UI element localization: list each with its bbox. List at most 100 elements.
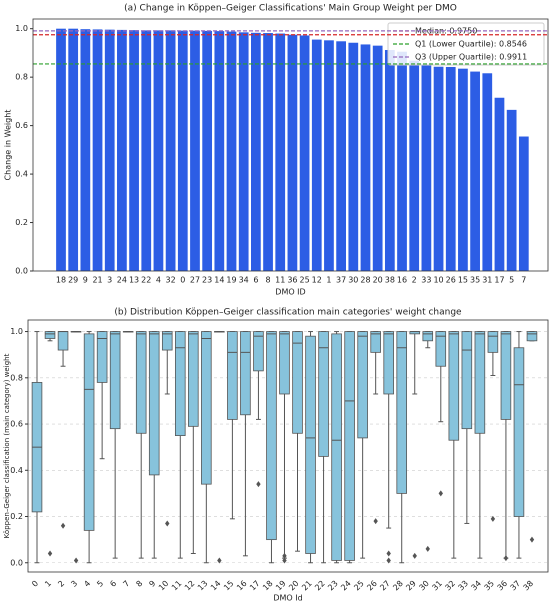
y-tick-label: 0.8 (15, 73, 28, 82)
bar (177, 30, 188, 272)
box (96, 331, 108, 383)
x-tick-label: 13 (196, 579, 210, 593)
legend-box (387, 22, 545, 66)
bar (299, 35, 310, 271)
outlier (373, 518, 378, 525)
box (240, 331, 251, 416)
x-tick-label: 22 (141, 276, 151, 285)
box (331, 333, 342, 561)
box (396, 331, 408, 494)
box (188, 331, 199, 427)
x-tick-label: 31 (482, 276, 492, 285)
x-tick-label: 30 (348, 276, 358, 285)
bar (506, 109, 517, 271)
box (422, 331, 434, 342)
x-tick-label: 6 (108, 579, 118, 589)
y-tick-label: 0.2 (10, 512, 23, 521)
bar (518, 136, 529, 271)
box (461, 331, 473, 430)
box (383, 331, 394, 395)
x-tick-label: 38 (385, 276, 395, 285)
bar (336, 41, 346, 271)
bar (470, 71, 480, 271)
plot-frame (27, 319, 549, 573)
x-tick-label: 12 (183, 579, 197, 593)
x-tick-label: 13 (129, 276, 139, 285)
bar (214, 31, 225, 271)
y-axis-label: Köppen–Geiger classification (main categ… (3, 353, 11, 538)
x-tick-label: 33 (456, 579, 470, 593)
x-tick-label: 4 (156, 276, 161, 285)
bar (421, 65, 432, 272)
x-axis-label: DMO ID (275, 288, 305, 297)
box (357, 331, 368, 439)
bar (275, 33, 286, 272)
box (526, 331, 538, 342)
x-tick-label: 8 (266, 276, 271, 285)
x-tick-label: 23 (202, 276, 212, 285)
x-tick-label: 14 (209, 579, 223, 593)
bar (129, 30, 139, 272)
bar (141, 30, 152, 272)
x-tick-label: 27 (378, 579, 392, 593)
x-tick-label: 24 (339, 579, 353, 593)
outlier (165, 520, 170, 527)
x-tick-label: 8 (134, 579, 144, 589)
box (292, 331, 303, 434)
y-tick-label: 0.8 (10, 373, 23, 382)
x-tick-label: 27 (190, 276, 200, 285)
outlier (282, 557, 287, 564)
bar (397, 51, 407, 271)
box (253, 331, 264, 372)
bar (348, 42, 359, 271)
outlier (503, 555, 509, 562)
box (487, 331, 499, 353)
outlier (386, 550, 391, 557)
x-tick-label: 7 (121, 579, 131, 589)
y-tick-label: 0.4 (15, 170, 28, 179)
bar (251, 32, 261, 271)
chart-title: (a) Change in Köppen–Geiger Classificati… (124, 4, 457, 14)
outlier (282, 552, 287, 559)
box (305, 335, 316, 554)
bar (372, 45, 383, 272)
bar (202, 30, 213, 271)
x-tick-label: 0 (180, 276, 185, 285)
x-tick-label: 16 (235, 579, 249, 593)
x-tick-label: 15 (222, 579, 236, 593)
outlier (412, 552, 417, 559)
legend-label: Q3 (Upper Quartile): 0.9911 (415, 53, 527, 62)
outlier (386, 557, 391, 564)
x-tick-label: 2 (412, 276, 417, 285)
bar (226, 31, 237, 271)
bar (117, 29, 127, 272)
legend-label: Q1 (Lower Quartile): 0.8546 (415, 40, 527, 49)
x-tick-label: 4 (82, 579, 92, 589)
x-tick-label: 2 (56, 579, 66, 589)
plot-frame (32, 18, 549, 272)
x-tick-label: 16 (397, 276, 407, 285)
x-tick-label: 11 (275, 276, 285, 285)
y-tick-label: 0.0 (10, 558, 23, 567)
x-tick-label: 19 (274, 579, 288, 593)
x-tick-label: 28 (391, 579, 405, 593)
x-tick-label: 29 (68, 276, 78, 285)
bar (190, 30, 200, 272)
x-tick-label: 32 (166, 276, 176, 285)
x-tick-label: 3 (69, 579, 79, 589)
x-tick-label: 7 (521, 276, 526, 285)
x-tick-label: 10 (157, 579, 171, 593)
x-tick-label: 35 (483, 579, 497, 593)
x-tick-label: 18 (261, 579, 275, 593)
bar (324, 40, 334, 272)
x-tick-label: 18 (56, 276, 66, 285)
box (161, 331, 173, 351)
x-tick-label: 3 (107, 276, 112, 285)
bar (384, 50, 395, 272)
bar (238, 32, 249, 272)
y-tick-label: 0.6 (15, 121, 28, 130)
x-tick-label: 5 (509, 276, 514, 285)
chart-title: (b) Distribution Köppen–Geiger classific… (114, 308, 462, 318)
